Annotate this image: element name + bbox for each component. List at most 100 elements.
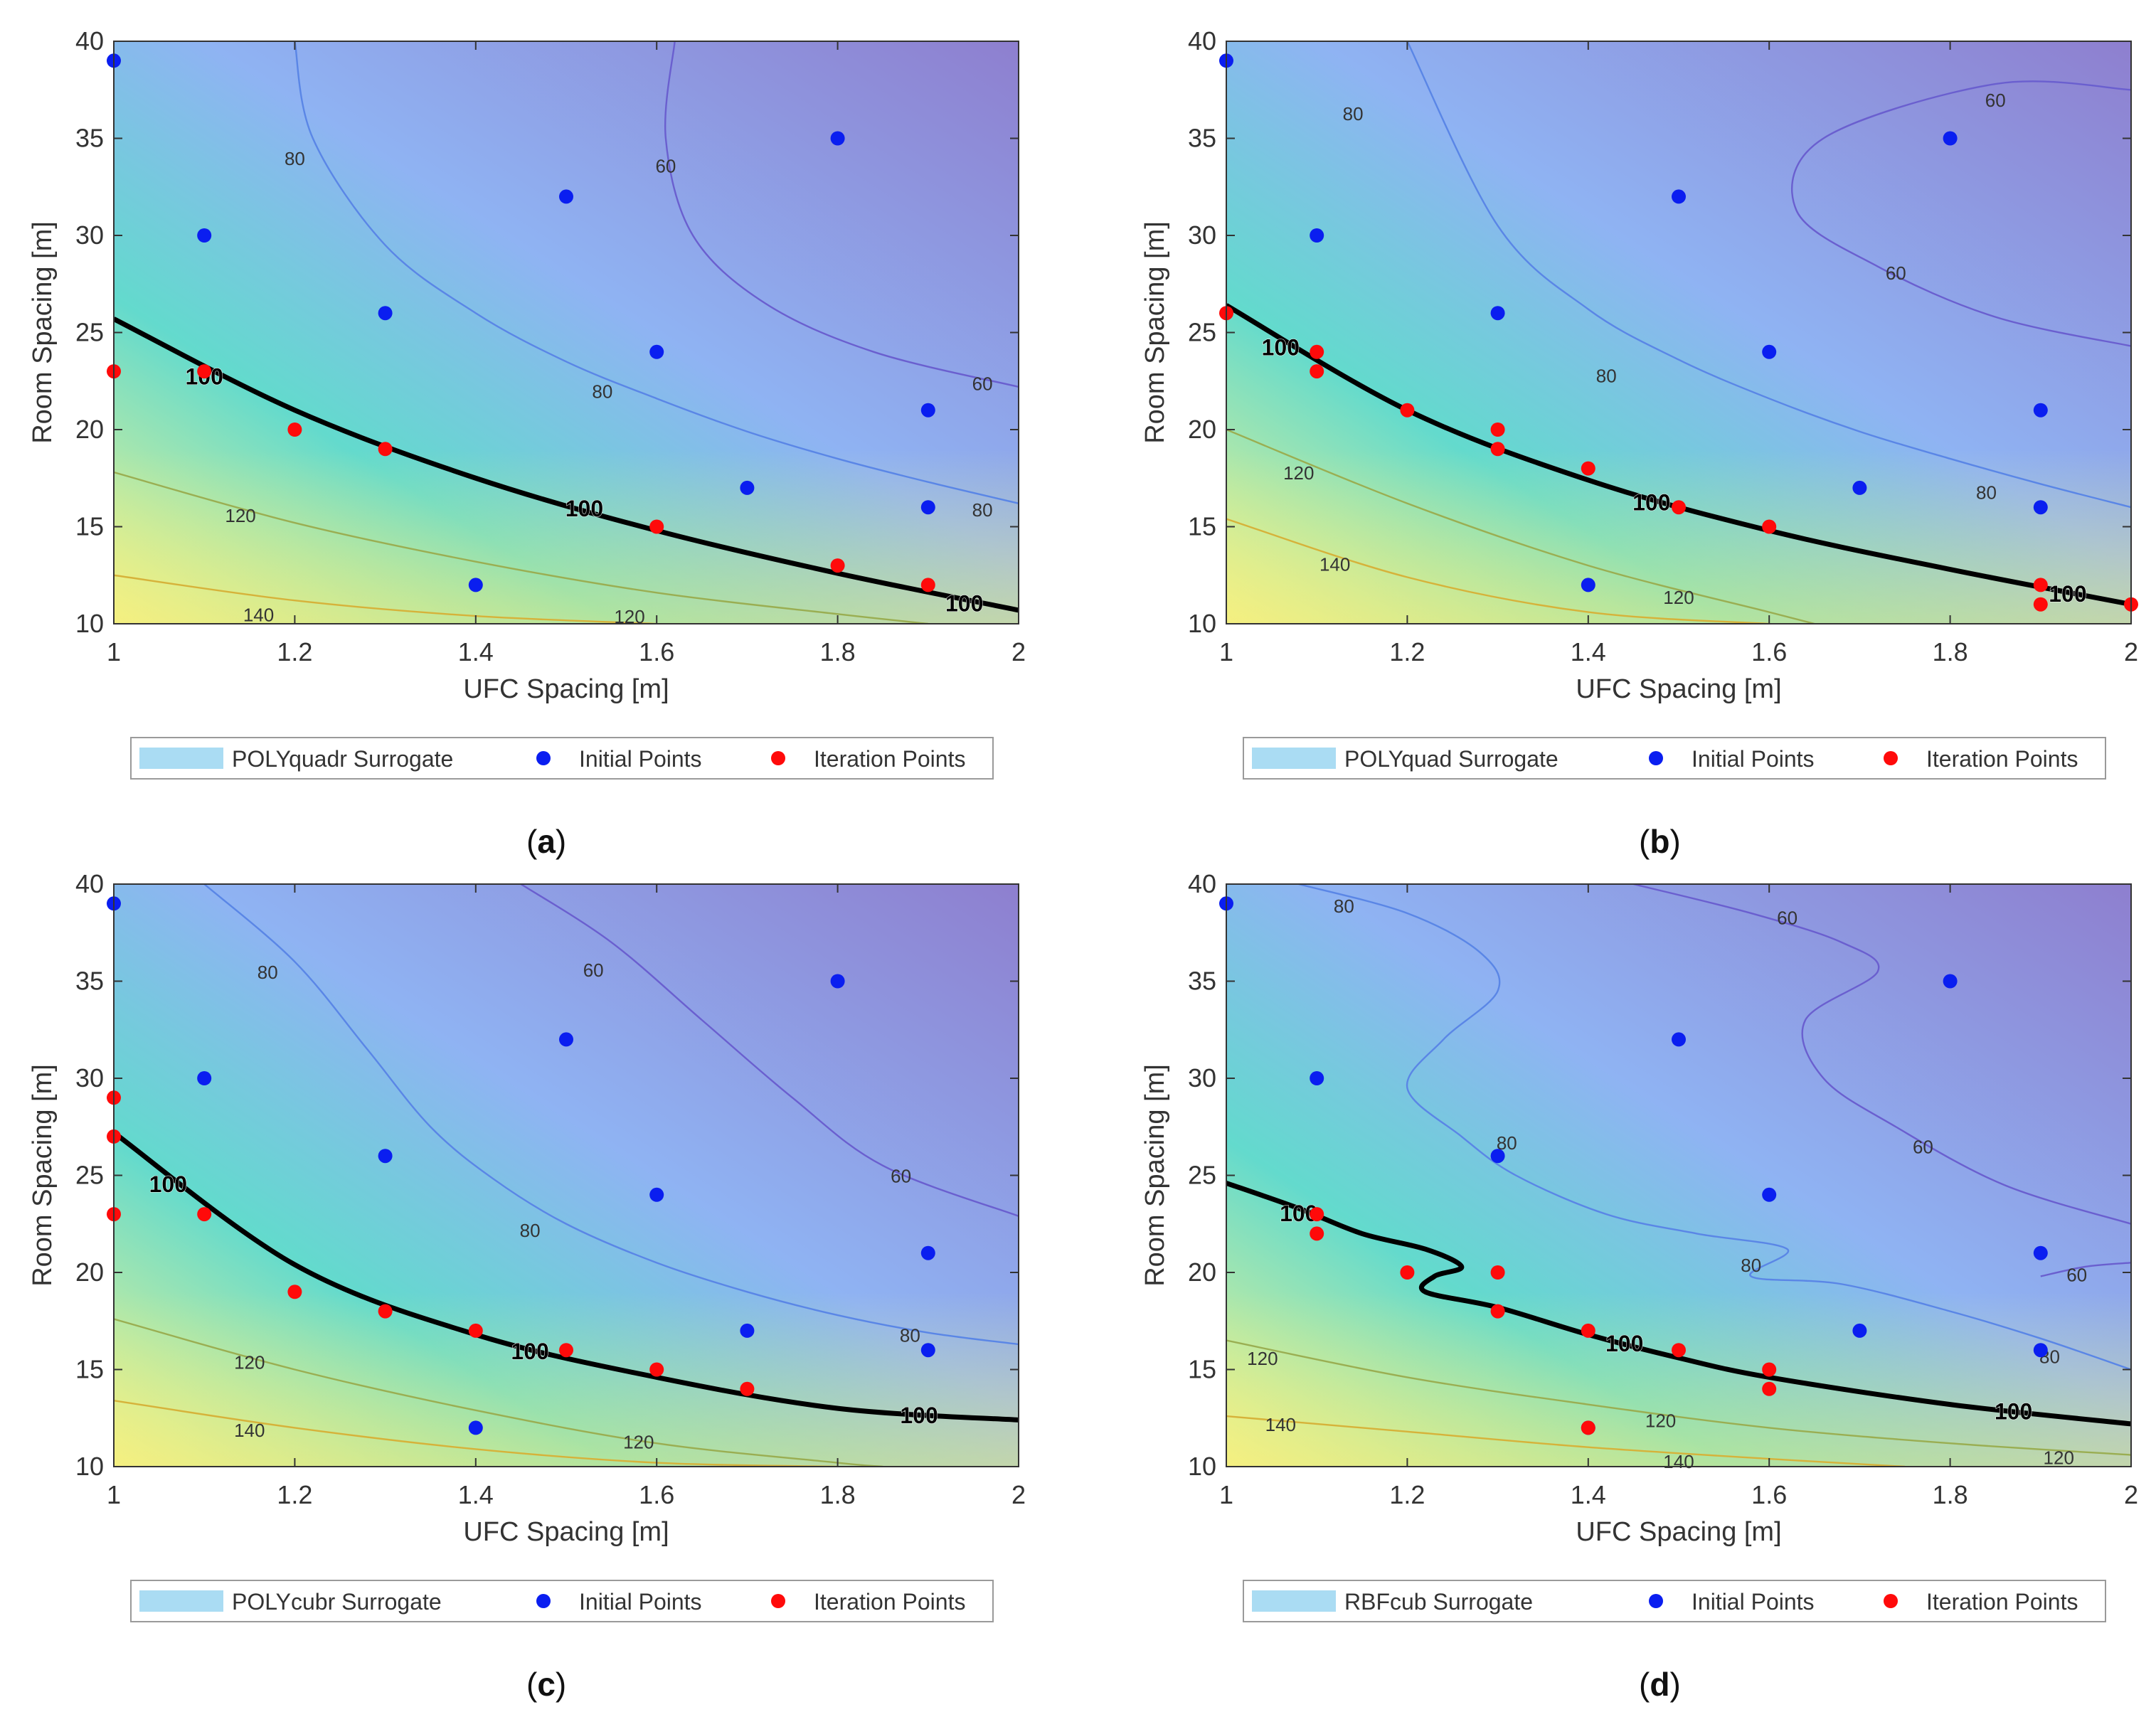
chart-panel-b: 140 120 120 100 100 100 80 80 80 60 60 1 1.2 1.4 1.6 1.…	[1140, 26, 2138, 860]
y-tick-label: 35	[75, 124, 104, 153]
iteration-point	[2033, 578, 2048, 592]
contour-label-120: 120	[234, 1352, 265, 1373]
iteration-point	[830, 558, 845, 573]
data-points	[1219, 53, 2138, 612]
iteration-point	[1762, 1381, 1777, 1396]
contour-60	[664, 41, 1019, 388]
contour-80	[1298, 884, 2131, 1371]
y-tick-label: 15	[1188, 1355, 1216, 1384]
iteration-point	[649, 519, 664, 534]
y-tick-label: 35	[75, 967, 104, 996]
contour-label-100: 100	[511, 1339, 548, 1364]
x-axis-label: UFC Spacing [m]	[463, 674, 669, 704]
panel-label: (a)	[526, 823, 566, 860]
y-tick-label: 10	[75, 609, 104, 638]
y-axis: 10 15 20 25 30 35 40 Room Spacing [m]	[1140, 869, 2131, 1481]
legend-label-initial: Initial Points	[1692, 746, 1815, 772]
legend-swatch-surrogate	[1252, 748, 1336, 769]
y-tick-label: 10	[1188, 1452, 1216, 1481]
x-tick-label: 2	[2124, 637, 2138, 666]
iteration-point	[287, 422, 302, 437]
legend-label-initial: Initial Points	[579, 1589, 702, 1615]
x-tick-label: 1.6	[639, 637, 674, 666]
y-tick-label: 10	[1188, 609, 1216, 638]
contour-label-100: 100	[1605, 1331, 1643, 1356]
x-tick-label: 1.4	[458, 637, 494, 666]
contour-label-140: 140	[1663, 1451, 1694, 1472]
legend-marker-initial	[1649, 1594, 1663, 1608]
initial-point	[920, 1343, 935, 1358]
x-tick-label: 1.2	[1389, 637, 1425, 666]
legend: POLYcubr Surrogate Initial Points Iteratio…	[130, 1580, 994, 1622]
y-tick-label: 40	[1188, 26, 1216, 55]
iteration-point	[1581, 1323, 1595, 1338]
iteration-point	[1672, 500, 1686, 515]
surrogate-surface-shade	[114, 41, 1019, 624]
contour-label-100: 100	[149, 1171, 187, 1197]
legend: POLYquadr Surrogate Initial Points Iterati…	[130, 737, 994, 780]
y-axis: 10 15 20 25 30 35 40 Room Spacing [m]	[28, 869, 1019, 1481]
y-axis: 10 15 20 25 30 35 40 Room Spacing [m]	[1140, 26, 2131, 638]
y-tick-label: 25	[75, 1161, 104, 1190]
initial-point	[1490, 1149, 1505, 1164]
x-tick-label: 1.8	[1933, 1480, 1968, 1509]
contour-label-120: 120	[2044, 1447, 2074, 1468]
x-tick-label: 1.2	[277, 637, 312, 666]
initial-point	[1852, 480, 1867, 495]
iteration-point	[197, 1207, 212, 1222]
contour-label-60: 60	[1777, 907, 1797, 928]
x-tick-label: 2	[1011, 637, 1026, 666]
initial-point	[2033, 403, 2048, 418]
contour-120	[1226, 428, 1815, 624]
x-tick-label: 1.4	[458, 1480, 494, 1509]
legend-marker-iteration	[1884, 751, 1898, 765]
contour-label-60: 60	[2066, 1265, 2087, 1286]
iteration-point	[1310, 1207, 1324, 1222]
x-tick-label: 1.4	[1571, 637, 1606, 666]
data-points	[107, 53, 935, 592]
iteration-point	[1310, 364, 1324, 379]
initial-point	[649, 1187, 664, 1202]
contour-label-100: 100	[1632, 490, 1670, 516]
legend-swatch-surrogate	[139, 1590, 223, 1612]
iteration-point	[1490, 1265, 1505, 1280]
x-tick-label: 1.8	[820, 1480, 856, 1509]
x-axis: 1 1.2 1.4 1.6 1.8 2 UFC Spacing [m]	[1219, 41, 2138, 704]
contour-label-120: 120	[1663, 587, 1694, 608]
x-tick-label: 1.2	[1389, 1480, 1425, 1509]
contour-60	[520, 884, 1019, 1217]
legend-box	[130, 1580, 994, 1622]
iteration-point	[1581, 1420, 1595, 1435]
iteration-point	[468, 1323, 483, 1338]
iteration-point	[1400, 403, 1415, 418]
contour-120	[1226, 1339, 2131, 1456]
x-tick-label: 1.8	[820, 637, 856, 666]
x-tick-label: 2	[2124, 1480, 2138, 1509]
x-axis-label: UFC Spacing [m]	[1576, 674, 1781, 704]
y-tick-label: 20	[1188, 1258, 1216, 1287]
initial-point	[1943, 974, 1958, 989]
iteration-point	[197, 364, 212, 379]
contour-label-100: 100	[1995, 1399, 2032, 1425]
contour-label-60: 60	[972, 373, 993, 394]
legend-box	[130, 737, 994, 780]
initial-point	[559, 189, 573, 204]
legend-label-surrogate: POLYquad Surrogate	[1344, 746, 1558, 772]
legend-label-initial: Initial Points	[1692, 1589, 1815, 1615]
initial-point	[1672, 189, 1686, 204]
contour-label-80: 80	[257, 962, 278, 983]
y-tick-label: 15	[75, 512, 104, 541]
panel-label: (b)	[1639, 823, 1681, 860]
initial-point	[740, 480, 755, 495]
y-axis-label: Room Spacing [m]	[28, 1064, 58, 1287]
initial-point	[2033, 500, 2048, 515]
initial-point	[559, 1032, 573, 1047]
contour-label-80: 80	[1334, 895, 1354, 917]
initial-point	[740, 1323, 755, 1338]
surrogate-surface-shade	[114, 884, 1019, 1467]
initial-point	[1943, 131, 1958, 146]
initial-point	[378, 306, 393, 321]
initial-point	[830, 131, 845, 146]
